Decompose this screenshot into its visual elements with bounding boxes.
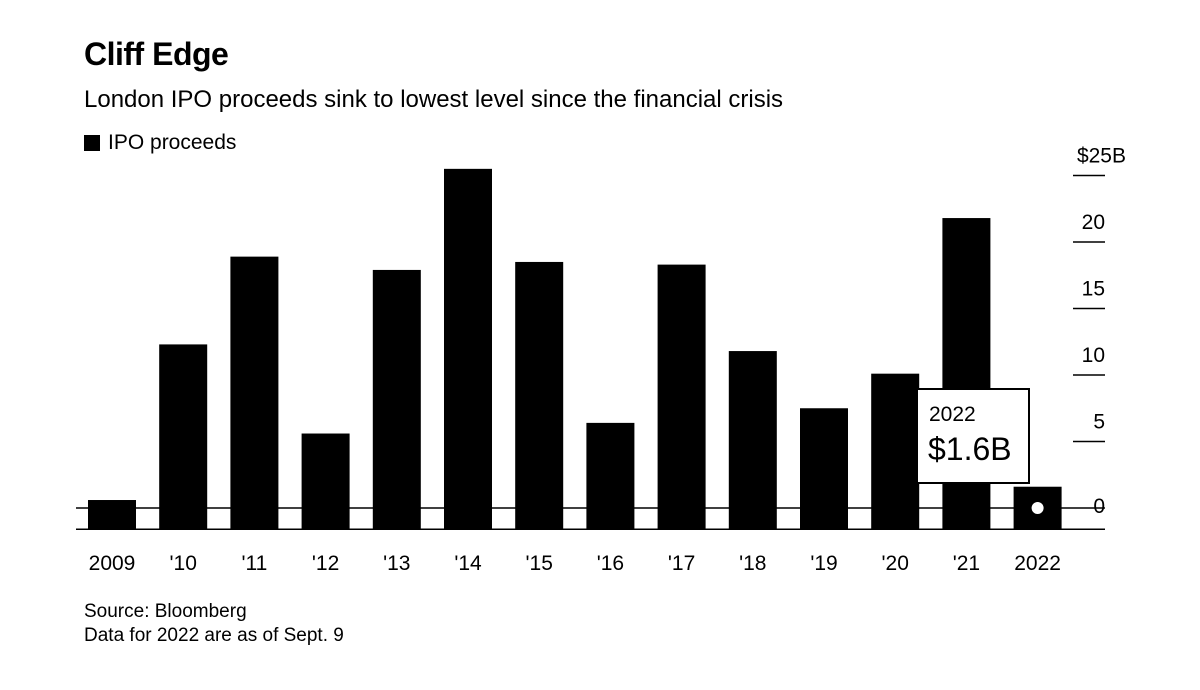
data-note: Data for 2022 are as of Sept. 9 — [84, 625, 344, 646]
bar-10 — [800, 408, 848, 530]
x-tick-label: '18 — [739, 552, 766, 575]
x-tick-label: '10 — [170, 552, 197, 575]
y-tick-label: $25B — [1077, 145, 1126, 168]
bar-9 — [728, 351, 777, 530]
legend-swatch — [84, 135, 100, 151]
x-tick-label: '17 — [668, 552, 695, 575]
x-tick-label: '21 — [953, 552, 980, 575]
bar-1 — [159, 344, 208, 530]
legend-label: IPO proceeds — [108, 131, 237, 154]
x-tick-label: '15 — [526, 552, 553, 575]
y-tick-label: 10 — [1082, 344, 1105, 367]
callout-box — [916, 388, 1030, 484]
chart-subtitle: London IPO proceeds sink to lowest level… — [84, 86, 784, 113]
legend: IPO proceeds — [84, 131, 236, 155]
bar-4 — [372, 269, 421, 530]
bar-7 — [586, 422, 635, 530]
y-tick-label: 20 — [1082, 211, 1105, 234]
y-tick-label: 15 — [1082, 278, 1105, 301]
x-tick-label: '20 — [882, 552, 909, 575]
x-tick-label: 2009 — [89, 552, 136, 575]
callout-value: $1.6B — [928, 431, 1012, 467]
x-tick-label: '14 — [454, 552, 482, 575]
bar-8 — [657, 264, 706, 530]
bar-chart: 2009 '10 '11 '12 '13 '14 '15 '16 '17 '18 '19 '20 '21… — [76, 145, 1126, 575]
bar-3 — [301, 433, 350, 530]
bar-11 — [871, 373, 920, 530]
y-tick-label: 0 — [1093, 495, 1105, 518]
bar-2 — [230, 256, 279, 530]
x-tick-label: '11 — [241, 552, 267, 575]
source-text: Source: Bloomberg — [84, 601, 247, 622]
callout-label: 2022 — [929, 403, 976, 426]
bar-0 — [88, 500, 136, 530]
y-tick-label: 5 — [1093, 411, 1105, 434]
x-tick-label: '12 — [312, 552, 339, 575]
bar-6 — [515, 261, 564, 530]
x-tick-label: '19 — [810, 552, 837, 575]
x-tick-label: '13 — [383, 552, 410, 575]
bar-5 — [444, 168, 492, 530]
source-note: Source: Bloomberg Data for 2022 are as o… — [84, 600, 344, 648]
x-tick-label: 2022 — [1014, 552, 1061, 575]
x-tick-label: '16 — [597, 552, 624, 575]
callout-marker — [1029, 500, 1046, 516]
chart-title: Cliff Edge — [84, 36, 229, 72]
